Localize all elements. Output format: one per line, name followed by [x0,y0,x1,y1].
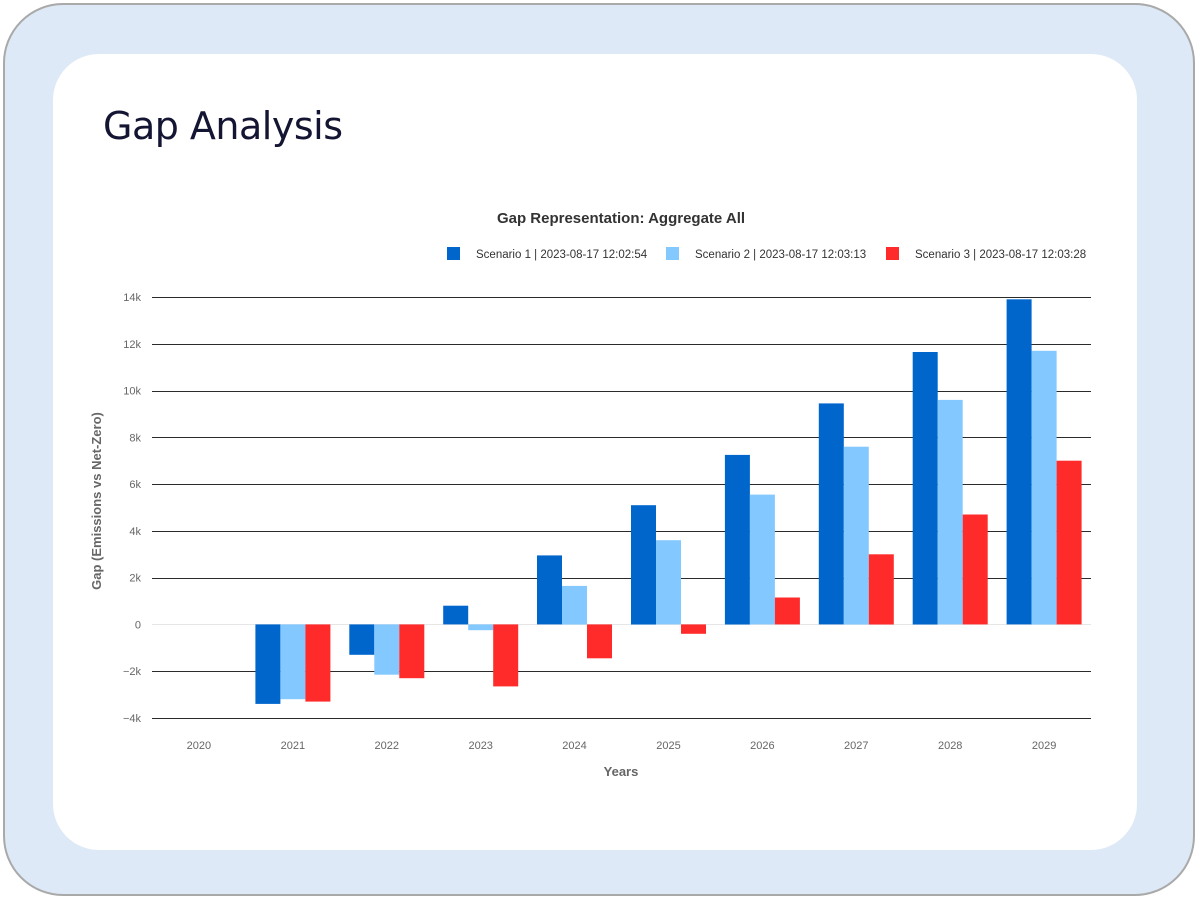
bar [280,624,306,700]
legend-label: Scenario 3 | 2023-08-17 12:03:28 [915,249,1086,261]
legend-label: Scenario 2 | 2023-08-17 12:03:13 [695,249,866,261]
bar [349,624,375,655]
bar [1031,350,1057,625]
y-tick-label: 8k [129,432,141,444]
bar [749,494,775,625]
y-axis-title: Gap (Emissions vs Net-Zero) [89,412,104,590]
legend-swatch [447,247,460,260]
bar [1056,460,1082,625]
legend-label: Scenario 1 | 2023-08-17 12:02:54 [476,249,648,261]
bar [537,555,562,625]
bar [443,605,469,625]
y-tick-label: 12k [123,339,141,351]
legend: Scenario 1 | 2023-08-17 12:02:54 Scenario… [447,247,1086,261]
bar [937,399,963,625]
y-tick-label: 2k [129,573,141,585]
y-tick-label: 10k [123,386,141,398]
x-tick-label: 2020 [187,740,211,752]
bar [868,554,894,625]
x-tick-label: 2026 [750,740,774,752]
chart-title: Gap Representation: Aggregate All [497,210,745,227]
x-tick-label: 2024 [562,740,586,752]
x-tick-label: 2028 [938,740,962,752]
x-tick-label: 2029 [1032,740,1056,752]
bar [724,454,750,625]
bar [562,585,587,625]
bar [493,624,519,687]
y-tick-label: 4k [129,526,141,538]
bar [962,514,988,625]
bar [681,624,706,634]
x-tick-label: 2023 [468,740,492,752]
bar [399,624,425,679]
y-tick-label: 0 [135,619,141,631]
legend-swatch [886,247,899,260]
page-title: Gap Analysis [103,104,343,148]
bar [912,352,938,625]
bar [1006,299,1032,625]
bar [774,597,800,625]
bar [255,624,281,704]
x-axis-title: Years [604,764,639,779]
legend-item: Scenario 1 | 2023-08-17 12:02:54 [447,247,648,261]
x-tick-label: 2022 [375,740,399,752]
y-tick-label: −2k [123,666,142,678]
bar [656,540,681,625]
x-tick-label: 2021 [281,740,305,752]
y-tick-label: 6k [129,479,141,491]
legend-swatch [666,247,679,260]
x-tick-label: 2025 [656,740,680,752]
bar [374,624,400,675]
y-tick-label: 14k [123,292,141,304]
bar [468,624,494,631]
legend-item: Scenario 3 | 2023-08-17 12:03:28 [886,247,1086,261]
bar [631,505,656,625]
legend-item: Scenario 2 | 2023-08-17 12:03:13 [666,247,866,261]
bar [818,403,844,625]
bars [255,299,1082,704]
x-axis-ticks: 2020 2021 2022 2023 2024 2025 2026 2027 2028 2029 [187,740,1057,752]
x-tick-label: 2027 [844,740,868,752]
y-axis-ticks: −4k −2k 0 2k 4k 6k 8k 10k 12k 14k [123,292,142,725]
bar [305,624,331,702]
bar [843,446,869,625]
bar [587,624,612,659]
y-tick-label: −4k [123,713,142,725]
